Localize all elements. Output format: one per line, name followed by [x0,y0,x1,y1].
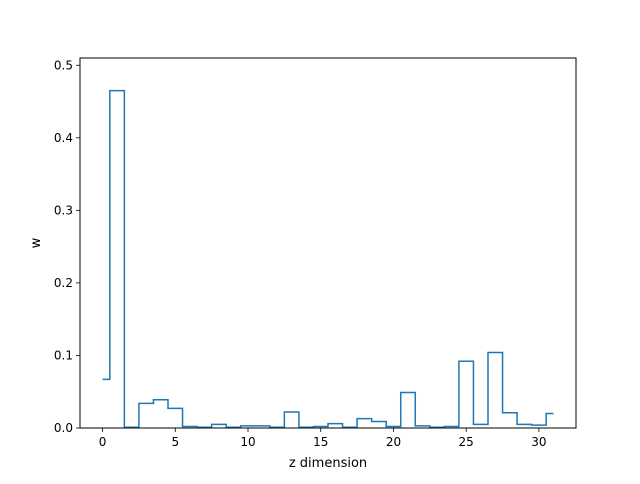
plot-area [102,89,554,429]
x-tick-label: 30 [531,435,546,449]
x-tick-label: 20 [386,435,401,449]
y-tick-label: 0.5 [54,58,73,72]
x-tick-label: 0 [99,435,107,449]
y-tick-label: 0.4 [54,131,73,145]
y-tick-label: 0.2 [54,276,73,290]
x-tick-label: 25 [459,435,474,449]
series-step-line [102,89,554,429]
y-axis-label: w [29,237,44,248]
x-tick-label: 10 [240,435,255,449]
axes-frame [79,57,577,429]
y-axis-ticks: 0.0 0.1 0.2 0.3 0.4 0.5 [54,58,80,435]
x-axis-ticks: 0 5 10 15 20 25 30 [99,428,547,449]
y-tick-label: 0.0 [54,421,73,435]
y-tick-label: 0.1 [54,348,73,362]
x-tick-label: 5 [171,435,179,449]
x-axis-label: z dimension [289,456,367,471]
y-tick-label: 0.3 [54,203,73,217]
x-tick-label: 15 [313,435,328,449]
